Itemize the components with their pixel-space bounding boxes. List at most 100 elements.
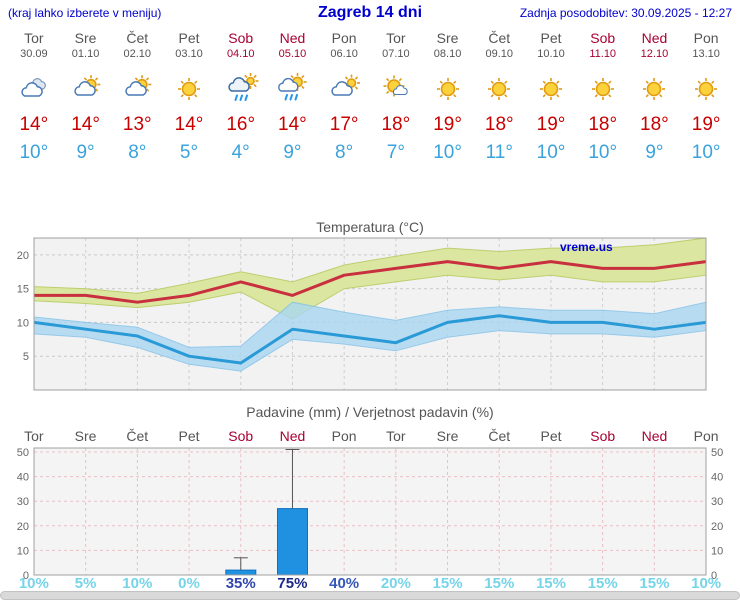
forecast-day-column[interactable]: Sob 04.10 16° 4° [215,30,267,164]
low-temp: 10° [588,142,618,163]
high-temp: 14° [174,114,204,135]
sun-icon [695,78,718,100]
day-date: 01.10 [71,48,100,60]
day-date: 12.10 [640,48,669,60]
day-date: 30.09 [20,48,48,60]
low-temp: 9° [76,142,95,163]
svg-text:30: 30 [711,496,723,508]
forecast-day-column[interactable]: Čet 02.10 13° 8° [111,30,163,164]
low-temp: 8° [335,142,354,163]
day-name: Sob [228,30,254,46]
precip-day-label: Pet [540,428,562,444]
precip-probability: 15% [587,575,618,592]
temperature-chart-title: Temperatura (°C) [316,219,424,235]
day-date: 09.10 [485,48,514,60]
forecast-day-column[interactable]: Tor 07.10 18° 7° [370,30,422,164]
low-temp: 8° [128,142,147,163]
precip-day-label: Čet [126,428,149,444]
svg-text:10: 10 [711,545,723,557]
raindrops-icon [234,94,248,101]
svg-text:50: 50 [17,447,29,459]
forecast-day-column[interactable]: Sob 11.10 18° 10° [577,30,629,164]
forecast-day-column[interactable]: Čet 09.10 18° 11° [473,30,525,164]
weather-icon-rain-sun [276,72,308,106]
weather-icon-partly-cloudy [70,74,102,106]
cloud-icon [125,81,148,96]
day-date: 07.10 [382,48,410,60]
precip-day-label: Pon [693,428,719,444]
day-date: 05.10 [278,48,307,60]
day-name: Čet [126,30,149,46]
forecast-day-column[interactable]: Pon 13.10 19° 10° [680,30,732,164]
precip-chart-title: Padavine (mm) / Verjetnost padavin (%) [246,404,494,420]
high-temp: 18° [588,114,618,135]
low-temp: 10° [433,142,462,163]
forecast-day-column[interactable]: Ned 12.10 18° 9° [629,30,681,164]
svg-text:0: 0 [23,570,29,582]
svg-text:40: 40 [711,472,723,484]
cloud-icon [278,77,299,92]
svg-text:15: 15 [17,284,29,296]
day-date: 08.10 [433,48,462,60]
last-updated: Zadnja posodobitev: 30.09.2025 - 12:27 [519,6,732,20]
day-name: Tor [386,30,406,46]
svg-text:20: 20 [17,521,29,533]
high-temp: 16° [226,114,256,135]
day-date: 02.10 [123,48,152,60]
day-name: Pon [693,30,719,46]
high-temp: 14° [71,114,100,135]
forecast-day-column[interactable]: Sre 01.10 14° 9° [60,30,112,164]
day-name: Tor [24,30,44,46]
weather-icon-sunny [638,74,670,106]
precip-day-label: Tor [24,428,44,444]
forecast-day-column[interactable]: Tor 30.09 14° 10° [8,30,60,164]
precip-day-label: Sob [228,428,254,444]
temperature-chart: 5 10 15 20 vreme.us [17,237,707,391]
precip-probability: 15% [484,575,515,592]
day-date: 13.10 [692,48,720,60]
page-title: Zagreb 14 dni [317,4,423,21]
low-temp: 5° [179,142,199,163]
sun-icon [591,78,614,100]
precip-probability: 35% [225,575,256,592]
cloud-icon [228,77,250,92]
high-temp: 14° [278,114,307,135]
svg-text:10: 10 [17,545,29,557]
high-temp: 19° [433,114,462,135]
forecast-table: Tor 30.09 14° 10° Sre 01.10 14° 9° Čet 02.10 13° 8°… [8,30,732,164]
forecast-day-column[interactable]: Sre 08.10 19° 10° [422,30,474,164]
forecast-day-column[interactable]: Ned 05.10 14° 9° [267,30,319,164]
forecast-day-column[interactable]: Pet 03.10 14° 5° [163,30,215,164]
precip-day-label: Čet [488,428,511,444]
low-temp: 10° [691,142,721,163]
precip-probability: 20% [380,575,411,592]
day-name: Čet [488,30,511,46]
svg-text:30: 30 [17,496,29,508]
precip-probability: 10% [691,575,722,592]
cloud-icon [21,82,43,97]
precip-probability: 40% [329,575,360,592]
weather-icon-sunny [173,74,205,106]
forecast-day-column[interactable]: Pon 06.10 17° 8° [318,30,370,164]
weather-icon-sunny [690,74,722,106]
weather-icon-sunny [587,74,619,106]
low-temp: 9° [645,142,664,163]
forecast-day-column[interactable]: Pet 10.10 19° 10° [525,30,577,164]
low-temp: 10° [536,142,566,163]
precip-probability: 10% [122,575,153,592]
svg-text:10: 10 [17,317,29,329]
horizontal-scrollbar[interactable] [0,591,740,600]
svg-text:5: 5 [23,351,29,363]
svg-text:40: 40 [17,472,29,484]
top-bar: (kraj lahko izberete v meniju) Zagreb 14… [0,3,740,27]
precip-day-label: Ned [279,428,306,444]
precip-day-label: Tor [386,428,406,444]
high-temp: 19° [536,114,566,135]
cloud-icon [73,81,96,96]
day-name: Ned [279,30,306,46]
precip-probability: 5% [74,575,97,592]
menu-hint: (kraj lahko izberete v meniju) [8,6,162,20]
svg-text:0: 0 [711,570,717,582]
sun-icon [643,78,666,100]
day-name: Sre [436,30,459,46]
